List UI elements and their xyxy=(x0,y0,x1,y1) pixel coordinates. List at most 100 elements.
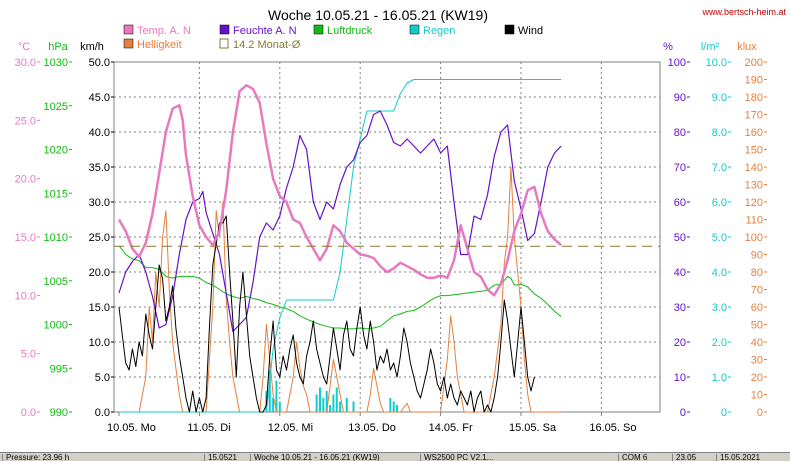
y-tick-label-klux: 110 xyxy=(745,215,763,227)
legend-label: Feuchte A. N xyxy=(233,25,297,37)
status-bar: Pressure: 23.96 h 15.0521 Woche 10.05.21 -… xyxy=(0,452,790,461)
series-line xyxy=(118,215,535,413)
rain-hour-bar xyxy=(396,405,399,412)
rain-hour-bar xyxy=(278,401,281,412)
status-cell: 23.05 xyxy=(672,454,696,461)
y-tick-label-wind: 15.0 xyxy=(89,302,110,314)
x-axis-ticks: 10.05. Mo 11.05. Di 12.05. Mi 13.05. Do 14.0… xyxy=(107,412,636,434)
y-tick-label-klux: 160 xyxy=(745,127,763,139)
y-tick-label-wind: 50.0 xyxy=(89,57,110,69)
y-tick-label-klux: 200 xyxy=(745,57,763,69)
y-tick-label-temp: 20.0 xyxy=(15,174,36,186)
legend-label: Temp. A. N xyxy=(137,25,191,37)
rain-hour-bar xyxy=(325,391,328,412)
rain-hour-bar xyxy=(335,387,338,412)
y-tick-label-rain: 3.0 xyxy=(712,302,727,314)
status-cell: 15.05.2021 xyxy=(716,454,760,461)
y-axis-ticks: 0.05.010.015.020.025.030.099099510001005… xyxy=(15,57,767,419)
y-tick-label-hum: 70 xyxy=(674,162,686,174)
y-tick-label-klux: 60 xyxy=(751,302,763,314)
legend-swatch xyxy=(123,38,134,49)
rain-hour-bar xyxy=(389,398,392,412)
y-tick-label-klux: 70 xyxy=(751,285,763,297)
legend-swatch xyxy=(123,24,134,35)
x-tick-label: 12.05. Mi xyxy=(268,422,313,434)
legend-swatch xyxy=(219,38,229,49)
y-tick-label-klux: 40 xyxy=(751,337,763,349)
y-tick-label-rain: 5.0 xyxy=(712,232,727,244)
rain-hour-bar xyxy=(275,380,278,412)
series-line xyxy=(119,166,562,413)
rain-hour-bar xyxy=(329,405,332,412)
legend: Temp. A. N Feuchte A. N Luftdruck Regen Wind… xyxy=(123,24,543,51)
y-tick-label-klux: 30 xyxy=(751,355,763,367)
y-tick-label-press: 1005 xyxy=(44,276,68,288)
y-tick-label-klux: 170 xyxy=(745,110,763,122)
y-tick-label-temp: 10.0 xyxy=(15,290,36,302)
y-tick-label-hum: 40 xyxy=(674,267,686,279)
axis-title-wind: km/h xyxy=(80,41,104,53)
series-line xyxy=(119,79,562,413)
axis-title-rain: l/m² xyxy=(701,41,720,53)
y-tick-label-wind: 10.0 xyxy=(89,337,110,349)
legend-swatch xyxy=(504,24,515,35)
y-tick-label-klux: 20 xyxy=(751,372,763,384)
y-tick-label-hum: 90 xyxy=(674,92,686,104)
rain-hour-bar xyxy=(345,398,348,412)
y-tick-label-klux: 180 xyxy=(745,92,763,104)
y-tick-label-hum: 60 xyxy=(674,197,686,209)
y-tick-label-hum: 30 xyxy=(674,302,686,314)
legend-swatch xyxy=(219,24,230,35)
rain-hour-bar xyxy=(272,398,275,412)
y-tick-label-hum: 20 xyxy=(674,337,686,349)
rain-hour-bar xyxy=(268,370,271,412)
y-tick-label-press: 995 xyxy=(50,363,68,375)
x-tick-label: 13.05. Do xyxy=(348,422,396,434)
y-tick-label-wind: 35.0 xyxy=(89,162,110,174)
status-cell: Pressure: 23.96 h xyxy=(2,454,69,461)
y-tick-label-klux: 100 xyxy=(745,232,763,244)
status-cell: 15.0521 xyxy=(204,454,237,461)
rain-hour-bar xyxy=(319,387,321,412)
y-tick-label-wind: 5.0 xyxy=(95,372,110,384)
website-label: www.bertsch-heim.at xyxy=(701,7,786,17)
y-tick-label-press: 1020 xyxy=(44,145,68,157)
y-tick-label-klux: 140 xyxy=(745,162,763,174)
y-tick-label-klux: 50 xyxy=(751,320,763,332)
x-tick-label: 14.05. Fr xyxy=(429,422,473,434)
y-tick-label-klux: 150 xyxy=(745,145,763,157)
y-tick-label-press: 1015 xyxy=(44,188,68,200)
y-tick-label-press: 990 xyxy=(50,407,68,419)
y-tick-label-rain: 2.0 xyxy=(712,337,727,349)
y-tick-label-temp: 25.0 xyxy=(15,115,36,127)
series-layer xyxy=(114,79,660,413)
series-line xyxy=(117,84,563,297)
y-tick-label-rain: 0 xyxy=(721,407,727,419)
status-cell: WS2500 PC V2.1... xyxy=(420,454,493,461)
y-tick-label-hum: 100 xyxy=(668,57,686,69)
chart-title: Woche 10.05.21 - 16.05.21 (KW19) xyxy=(268,7,488,23)
y-tick-label-press: 1000 xyxy=(44,320,68,332)
y-tick-label-rain: 10.0 xyxy=(706,57,727,69)
y-tick-label-wind: 40.0 xyxy=(89,127,110,139)
y-tick-label-temp: 0.0 xyxy=(21,407,36,419)
status-cell: Woche 10.05.21 - 16.05.21 (KW19) xyxy=(250,454,380,461)
y-tick-label-rain: 6.0 xyxy=(712,197,727,209)
axis-title-klux: klux xyxy=(737,41,757,53)
y-tick-label-wind: 25.0 xyxy=(89,232,110,244)
x-tick-label: 11.05. Di xyxy=(187,422,230,434)
y-tick-label-klux: 190 xyxy=(745,75,763,87)
legend-label: Regen xyxy=(423,25,455,37)
legend-label: Luftdruck xyxy=(327,25,373,37)
y-tick-label-rain: 4.0 xyxy=(712,267,727,279)
y-tick-label-wind: 30.0 xyxy=(89,197,110,209)
rain-hour-bar xyxy=(339,401,342,412)
y-tick-label-rain: 8.0 xyxy=(712,127,727,139)
y-tick-label-klux: 90 xyxy=(751,250,763,262)
y-tick-label-wind: 45.0 xyxy=(89,92,110,104)
x-tick-label: 15.05. Sa xyxy=(509,422,557,434)
rain-hour-bar xyxy=(322,398,325,412)
legend-swatch xyxy=(409,24,420,35)
